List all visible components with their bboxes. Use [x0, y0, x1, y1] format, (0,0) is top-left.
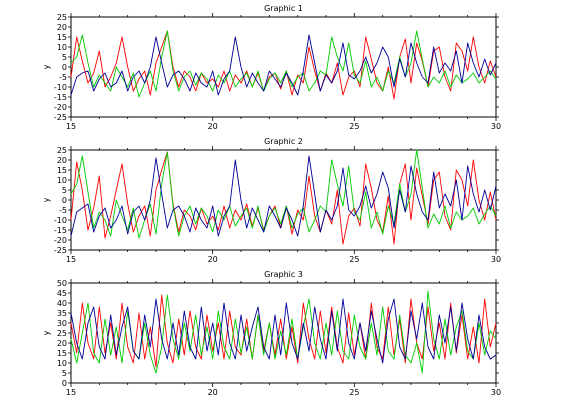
- y-tick-label: -25: [54, 113, 67, 122]
- y-tick-label: -15: [54, 226, 67, 235]
- y-tick-label: 40: [57, 299, 67, 308]
- x-tick-label: 30: [491, 122, 501, 131]
- y-tick-label: -10: [54, 216, 67, 225]
- y-tick-label: -20: [54, 236, 67, 245]
- chart-title: Graphic 1: [264, 4, 303, 13]
- y-tick-label: 5: [62, 53, 67, 62]
- y-tick-label: -10: [54, 83, 67, 92]
- y-axis-label: y: [42, 197, 51, 202]
- y-tick-label: 15: [57, 166, 67, 175]
- y-tick-label: 20: [57, 23, 67, 32]
- y-tick-label: 35: [57, 309, 67, 318]
- x-tick-label: 15: [66, 388, 76, 397]
- x-tick-label: 20: [208, 388, 218, 397]
- series-line-2: [70, 290, 497, 374]
- series-line-3: [70, 155, 497, 237]
- x-tick-label: 15: [66, 122, 76, 131]
- y-tick-label: 20: [57, 156, 67, 165]
- y-tick-label: 10: [57, 43, 67, 52]
- y-tick-label: 0: [62, 63, 67, 72]
- y-tick-label: -5: [59, 73, 67, 82]
- series-line-2: [70, 30, 497, 98]
- y-tick-label: 0: [62, 196, 67, 205]
- y-tick-label: -15: [54, 93, 67, 102]
- y-tick-label: 10: [57, 359, 67, 368]
- y-tick-label: 25: [57, 329, 67, 338]
- series-line-1: [70, 151, 497, 245]
- x-tick-label: 30: [491, 388, 501, 397]
- x-tick-label: 15: [66, 255, 76, 264]
- x-tick-label: 25: [349, 388, 359, 397]
- x-tick-label: 25: [349, 255, 359, 264]
- y-tick-label: 5: [62, 369, 67, 378]
- y-tick-label: 15: [57, 349, 67, 358]
- y-axis-label: y: [42, 330, 51, 335]
- chart-title: Graphic 2: [264, 137, 303, 146]
- plot-area: [70, 149, 497, 251]
- x-tick-label: 25: [349, 122, 359, 131]
- series-line-3: [70, 298, 497, 364]
- series-line-2: [70, 149, 497, 239]
- y-tick-label: 20: [57, 339, 67, 348]
- y-tick-label: 25: [57, 146, 67, 155]
- y-tick-label: 45: [57, 289, 67, 298]
- x-tick-label: 20: [208, 255, 218, 264]
- x-tick-label: 30: [491, 255, 501, 264]
- y-tick-label: -20: [54, 103, 67, 112]
- series-line-3: [70, 34, 497, 96]
- x-tick-label: 20: [208, 122, 218, 131]
- plot-area: [70, 16, 497, 118]
- chart-title: Graphic 3: [264, 270, 303, 279]
- y-tick-label: 0: [62, 379, 67, 388]
- y-tick-label: 50: [57, 279, 67, 288]
- y-tick-label: -5: [59, 206, 67, 215]
- y-tick-label: 25: [57, 13, 67, 22]
- y-tick-label: 5: [62, 186, 67, 195]
- series-line-1: [70, 30, 497, 100]
- y-tick-label: -25: [54, 246, 67, 255]
- y-axis-label: y: [42, 64, 51, 69]
- y-tick-label: 10: [57, 176, 67, 185]
- y-tick-label: 15: [57, 33, 67, 42]
- y-tick-label: 30: [57, 319, 67, 328]
